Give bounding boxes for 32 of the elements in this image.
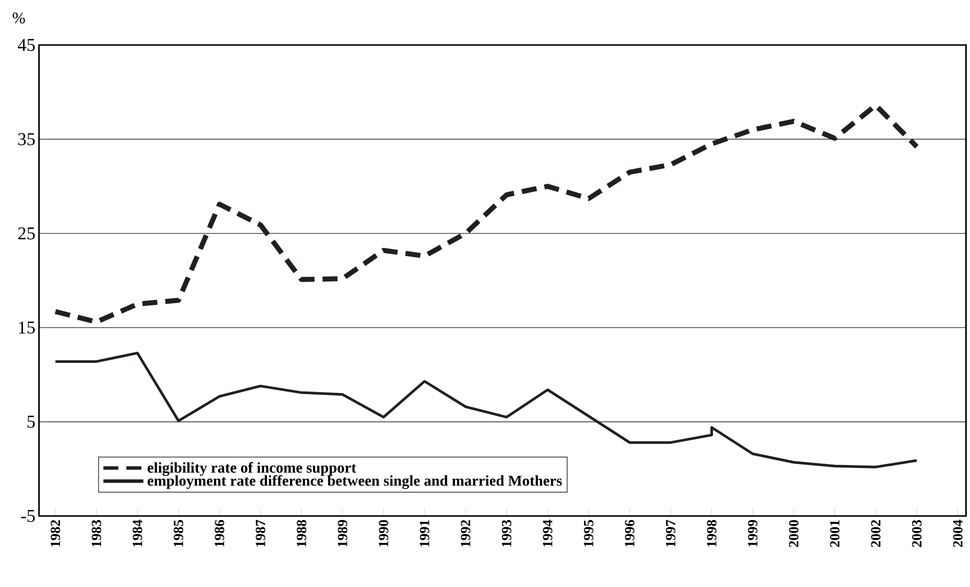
x-tick-label: 1993	[502, 520, 512, 546]
legend-label: employment rate difference between single and married Mothers	[148, 475, 562, 489]
x-tick-label: 1991	[420, 520, 430, 546]
x-tick-label: 1996	[624, 520, 634, 546]
x-tick-label: 2002	[871, 520, 880, 547]
x-tick-label: 1988	[296, 520, 306, 546]
y-tick-label: 25	[18, 227, 35, 240]
x-tick-label: 1994	[542, 520, 552, 546]
x-tick-label: 1983	[92, 520, 102, 546]
x-tick-label: 1982	[50, 520, 60, 546]
x-tick-label: 1998	[706, 520, 716, 546]
x-tick-label: 1989	[338, 520, 348, 546]
y-tick-label: -5	[21, 510, 35, 522]
x-tick-label: 2003	[912, 520, 922, 547]
x-tick-label: 1990	[378, 520, 388, 546]
x-tick-label: 1985	[174, 520, 184, 546]
x-tick-label: 1987	[256, 520, 266, 546]
x-tick-label: 1997	[666, 520, 676, 546]
y-axis-title: %	[12, 12, 25, 24]
y-tick-label: 35	[18, 133, 35, 146]
x-tick-label: 1992	[460, 520, 470, 546]
y-tick-label: 15	[19, 322, 35, 334]
x-tick-label: 2000	[789, 520, 798, 547]
x-tick-label: 1995	[584, 520, 594, 546]
x-tick-label: 2004	[953, 520, 963, 547]
x-tick-label: 1986	[214, 520, 224, 546]
x-tick-label: 1999	[748, 520, 758, 546]
x-tick-label: 1984	[132, 520, 142, 546]
x-tick-label: 2001	[830, 520, 840, 547]
legend-label: eligibility rate of income support	[148, 462, 356, 476]
y-tick-label: 5	[28, 416, 35, 428]
y-tick-label: 45	[18, 38, 35, 52]
